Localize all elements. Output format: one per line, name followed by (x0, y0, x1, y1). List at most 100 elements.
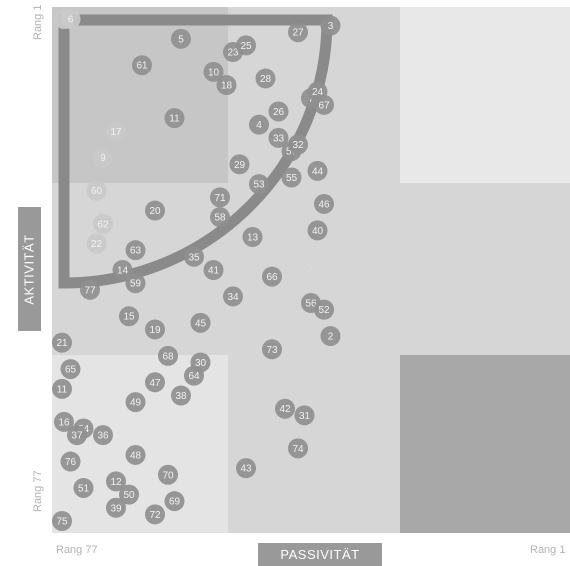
data-point-44: 44 (307, 160, 328, 181)
data-point-marker (132, 55, 152, 76)
data-point-marker (86, 233, 107, 254)
data-point-3: 3 (320, 15, 341, 36)
data-point-marker (314, 94, 334, 115)
data-point-marker (171, 28, 191, 49)
data-point-19: 19 (145, 319, 165, 340)
data-point-31: 31 (294, 405, 315, 426)
data-point-marker (320, 326, 341, 347)
zone-middle-left (52, 183, 312, 355)
data-point-label: 53 (253, 180, 265, 191)
data-point-20: 20 (145, 200, 165, 221)
data-point-marker (119, 306, 139, 327)
data-point-marker (184, 365, 204, 386)
data-point-21: 21 (52, 332, 72, 353)
data-point-label: 76 (65, 457, 77, 468)
data-point-label: 15 (123, 312, 135, 323)
data-point-marker (307, 160, 328, 181)
data-point-marker (106, 121, 126, 142)
data-point-label: 33 (273, 133, 285, 144)
data-point-4: 4 (249, 114, 269, 135)
data-point-label: 65 (65, 365, 77, 376)
data-point-marker (93, 425, 113, 446)
data-point-marker (255, 68, 276, 89)
data-point-label: 18 (221, 81, 233, 92)
zone-bottom-right (400, 355, 570, 533)
data-point-37: 37 (67, 425, 87, 446)
data-point-label: 67 (318, 100, 330, 111)
data-point-12: 12 (106, 471, 126, 492)
data-point-74: 74 (288, 438, 308, 459)
data-point-label: 28 (260, 74, 272, 85)
data-point-label: 51 (78, 483, 90, 494)
data-point-label: 11 (169, 114, 180, 125)
data-point-marker (60, 451, 81, 472)
data-point-marker (145, 504, 165, 525)
data-point-marker (145, 200, 165, 221)
data-point-label: 40 (312, 226, 324, 237)
data-point-marker (145, 372, 165, 393)
data-point-72: 72 (145, 504, 165, 525)
data-point-marker (67, 425, 87, 446)
data-point-label: 32 (292, 140, 304, 151)
data-point-label: 5 (178, 34, 184, 45)
data-point-marker (242, 226, 263, 247)
data-point-label: 3 (328, 21, 334, 32)
x-axis-title-box: PASSIVITÄT (258, 543, 382, 566)
data-point-label: 55 (286, 173, 298, 184)
data-point-label: 56 (305, 299, 317, 310)
data-point-63: 63 (125, 240, 146, 261)
data-point-label: 22 (91, 239, 103, 250)
data-point-marker (112, 260, 133, 280)
data-point-marker (314, 299, 334, 320)
data-point-label: 27 (292, 28, 304, 39)
data-point-32: 32 (288, 134, 308, 155)
data-point-marker (190, 312, 211, 333)
data-point-label: 2 (328, 332, 334, 343)
data-point-marker (106, 497, 126, 518)
data-point-marker (229, 154, 250, 175)
data-point-marker (164, 108, 185, 129)
data-point-marker (52, 378, 72, 399)
data-point-label: 73 (266, 345, 278, 356)
data-point-61: 61 (132, 55, 152, 76)
data-point-66: 66 (262, 266, 282, 287)
data-point-marker (106, 471, 126, 492)
data-point-marker (294, 405, 315, 426)
data-point-marker (125, 392, 146, 413)
data-point-35: 35 (184, 246, 204, 267)
data-point-label: 36 (97, 431, 109, 442)
data-point-15: 15 (119, 306, 139, 327)
data-point-label: 59 (130, 279, 142, 290)
data-point-34: 34 (223, 286, 243, 307)
data-point-26: 26 (268, 101, 289, 122)
data-point-label: 16 (58, 417, 70, 428)
data-point-label: 34 (227, 292, 239, 303)
data-point-marker (158, 345, 178, 366)
data-point-55: 55 (281, 167, 302, 188)
data-point-58: 58 (210, 207, 230, 228)
data-point-label: 35 (188, 252, 200, 263)
data-point-marker (288, 134, 308, 155)
data-point-marker (158, 464, 178, 485)
data-point-39: 39 (106, 497, 126, 518)
data-point-36: 36 (93, 425, 113, 446)
data-point-9: 9 (93, 147, 113, 168)
data-point-label: 30 (195, 358, 207, 369)
data-point-label: 4 (256, 120, 262, 131)
highlight-arc-layer (58, 14, 333, 289)
data-point-29: 29 (229, 154, 250, 175)
data-point-marker (275, 398, 295, 419)
data-point-28: 28 (255, 68, 276, 89)
data-point-marker (60, 9, 81, 29)
data-point-label: 19 (149, 325, 161, 336)
data-point-marker (216, 75, 237, 96)
data-point-label: 58 (214, 213, 226, 224)
data-point-label: 42 (279, 404, 291, 415)
data-point-marker (52, 511, 72, 531)
data-point-41: 41 (203, 260, 224, 280)
data-point-67: 67 (314, 94, 334, 115)
data-point-marker (281, 167, 302, 188)
data-point-48: 48 (125, 444, 146, 465)
data-point-51: 51 (73, 477, 94, 498)
